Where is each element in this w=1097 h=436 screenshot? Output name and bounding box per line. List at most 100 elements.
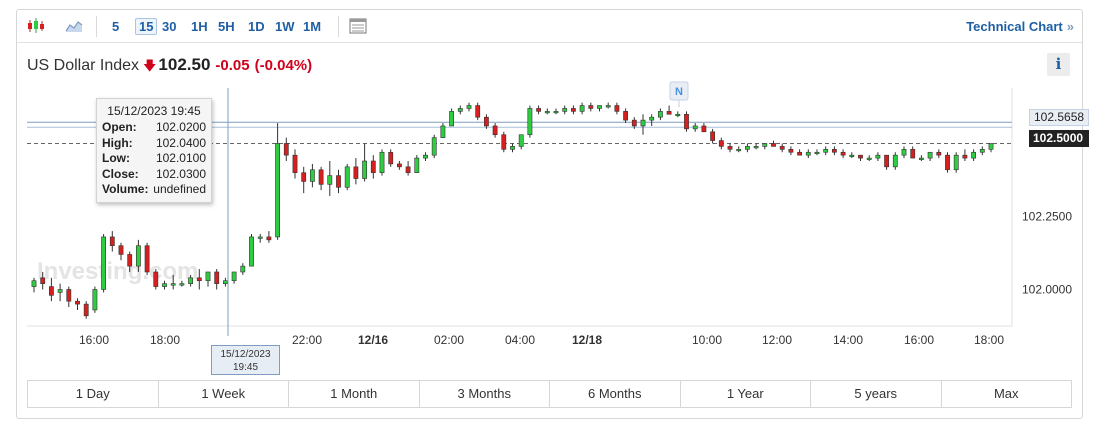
candle-body	[831, 149, 837, 153]
interval-1m[interactable]: 1M	[303, 19, 322, 34]
tooltip-value: 102.0200	[155, 120, 206, 134]
range-6-months[interactable]: 6 Months	[550, 381, 681, 407]
candle-body	[292, 154, 298, 173]
candle-body	[75, 300, 80, 305]
interval-1h[interactable]: 1H	[191, 19, 208, 34]
candle-body	[510, 146, 515, 150]
candle-body	[701, 125, 707, 133]
y-tick-label: 102.2500	[1022, 209, 1072, 223]
info-button[interactable]: i	[1047, 53, 1070, 76]
x-tick-label: 22:00	[292, 333, 322, 347]
candle-body	[544, 111, 550, 114]
candle-body	[440, 125, 446, 138]
crosshair-date: 15/12/2023	[220, 349, 271, 360]
candle-body	[631, 119, 637, 127]
instrument-name: US Dollar Index	[27, 57, 140, 74]
candle-body	[553, 111, 559, 114]
crosshair-time: 19:45	[232, 362, 259, 373]
candle-body	[492, 125, 498, 136]
candle-body	[744, 146, 750, 150]
chart-widget: 5 15 30 1H 5H 1D 1W 1M Technical Chart» US Doll…	[16, 9, 1089, 419]
candle-body	[918, 157, 924, 160]
candle-body	[597, 105, 602, 109]
area-chart-type-icon[interactable]	[64, 16, 84, 36]
candle-body	[579, 105, 585, 112]
instrument-header: US Dollar Index 🡇 102.50 -0.05 (-0.04%)	[27, 55, 312, 79]
candle-body	[214, 271, 220, 284]
range-1-day[interactable]: 1 Day	[28, 381, 159, 407]
range-5-years[interactable]: 5 years	[811, 381, 942, 407]
candle-body	[945, 154, 950, 171]
range-3-months[interactable]: 3 Months	[420, 381, 550, 407]
candle-body	[501, 134, 507, 150]
candle-body	[266, 236, 272, 241]
candle-body	[858, 154, 863, 159]
tooltip-key: Low:	[102, 151, 130, 165]
interval-1w[interactable]: 1W	[275, 19, 295, 34]
candle-body	[753, 146, 759, 149]
candle-body	[336, 175, 341, 188]
interval-5h[interactable]: 5H	[218, 19, 235, 34]
candle-body	[257, 236, 263, 239]
candle-body	[179, 283, 185, 286]
candle-body	[666, 111, 672, 115]
candle-body	[223, 280, 228, 284]
candle-body	[788, 149, 794, 153]
candle-body	[483, 116, 489, 127]
candle-body	[327, 175, 333, 185]
candle-body	[518, 134, 524, 147]
range-1-week[interactable]: 1 Week	[159, 381, 289, 407]
candlestick-type-icon[interactable]	[26, 16, 46, 36]
candle-body	[962, 154, 968, 159]
interval-15[interactable]: 15	[135, 18, 158, 35]
news-marker-label: N	[675, 86, 683, 98]
candle-body	[727, 146, 733, 150]
candle-body	[275, 143, 280, 238]
table-view-icon[interactable]	[348, 16, 368, 36]
candle-body	[779, 146, 785, 150]
interval-30[interactable]: 30	[162, 19, 177, 34]
candle-body	[536, 108, 541, 112]
crosshair-time-label: 15/12/2023 19:45	[211, 345, 280, 375]
candle-body	[170, 283, 176, 286]
toolbar-divider	[96, 16, 97, 37]
range-max[interactable]: Max	[993, 386, 1019, 401]
candle-body	[40, 277, 46, 284]
range-1-month[interactable]: 1 Month	[289, 381, 420, 407]
candle-body	[353, 166, 359, 179]
x-tick-label: 12/18	[572, 333, 602, 347]
interval-1d[interactable]: 1D	[248, 19, 265, 34]
candle-body	[988, 143, 994, 150]
candle-body	[718, 140, 724, 147]
candle-body	[927, 151, 933, 159]
interval-5[interactable]: 5	[112, 19, 120, 34]
candle-body	[527, 108, 533, 136]
candle-body	[101, 236, 106, 290]
candle-body	[614, 105, 620, 112]
x-tick-label: 04:00	[505, 333, 535, 347]
candle-body	[588, 105, 594, 109]
candle-body	[849, 154, 855, 157]
candle-body	[475, 105, 481, 118]
candle-body	[379, 151, 385, 173]
candle-body	[309, 169, 315, 182]
candle-body	[953, 154, 959, 171]
candle-body	[344, 166, 350, 188]
range-1-year[interactable]: 1 Year	[681, 381, 811, 407]
candle-body	[240, 265, 246, 273]
candle-body	[875, 154, 881, 159]
watermark-logo: Investing.com	[37, 258, 198, 285]
candle-body	[570, 108, 576, 112]
candle-body	[92, 289, 98, 311]
candle-body	[388, 151, 394, 165]
candle-body	[301, 172, 307, 182]
tooltip-date: 15/12/2023 19:45	[107, 104, 201, 118]
tooltip-row: Close: 102.0300	[102, 167, 206, 183]
candle-body	[605, 105, 611, 108]
x-tick-label: 18:00	[974, 333, 1004, 347]
candle-body	[901, 149, 907, 156]
candle-body	[814, 151, 820, 155]
candle-body	[649, 116, 655, 121]
technical-chart-link[interactable]: Technical Chart»	[966, 19, 1074, 34]
candle-body	[362, 160, 367, 179]
